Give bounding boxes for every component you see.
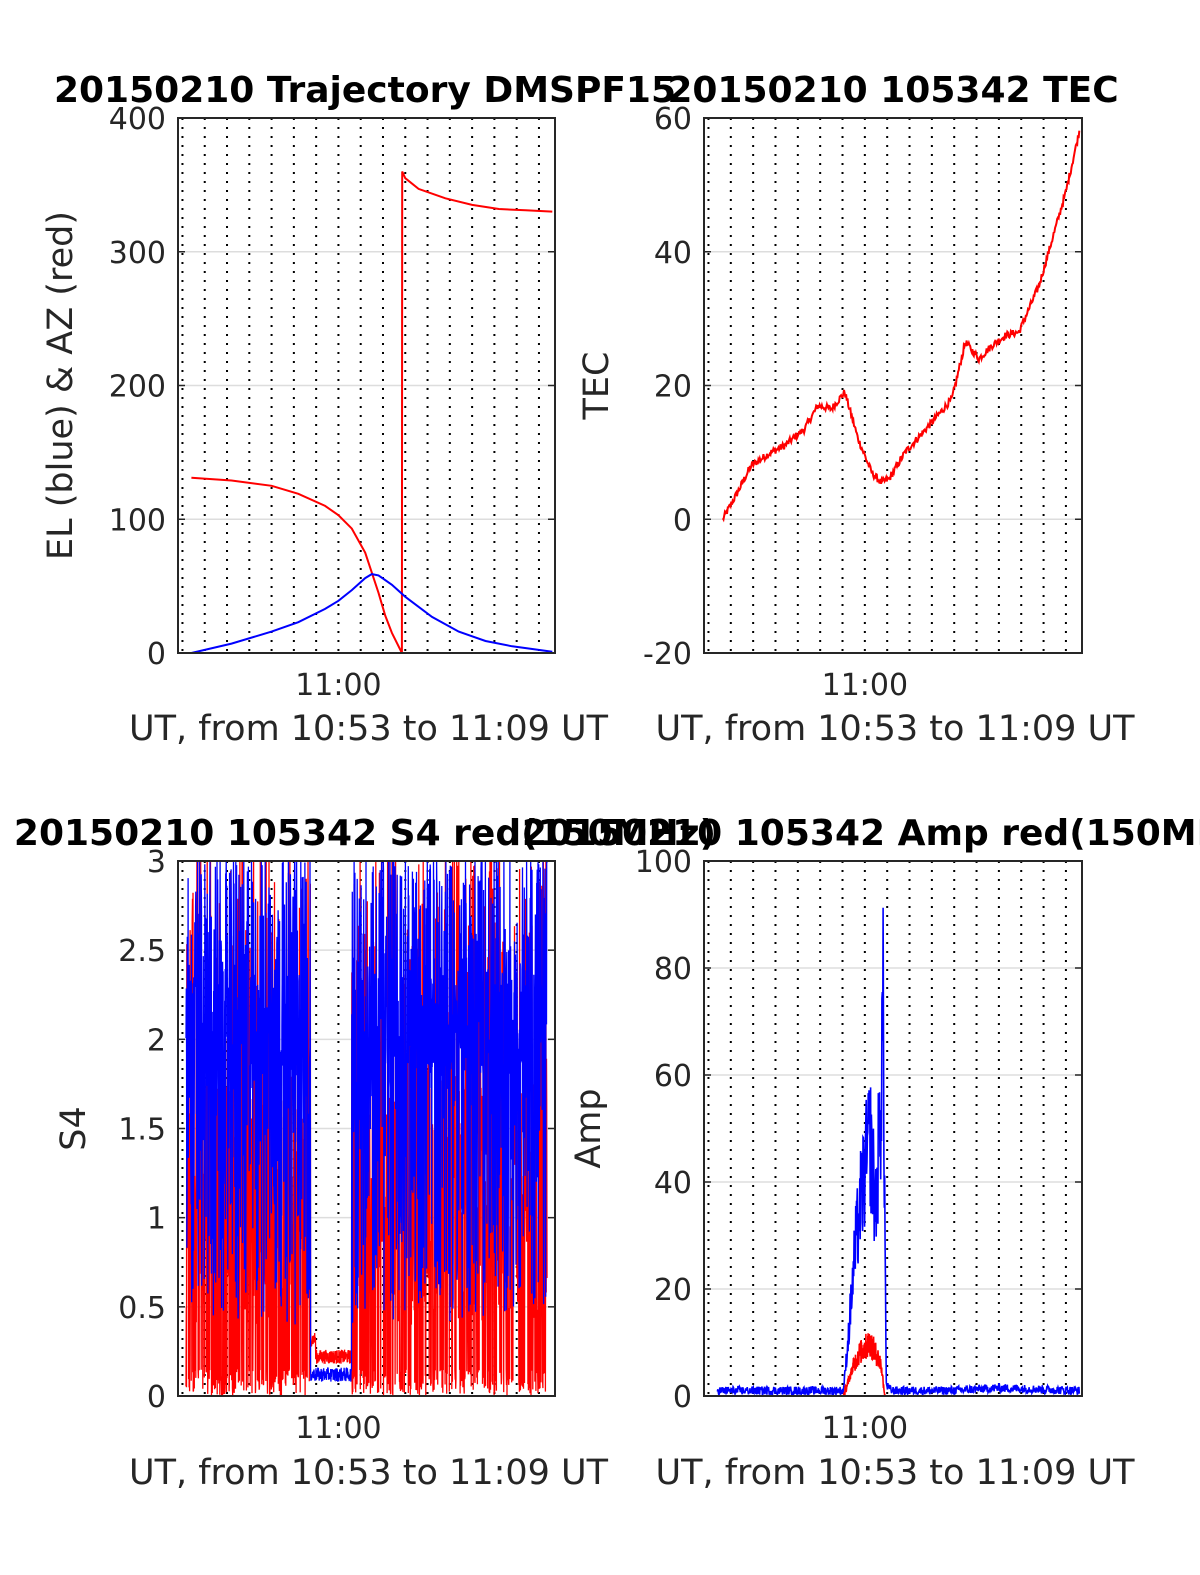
y-tick-label: 60 bbox=[654, 1059, 692, 1094]
series-group bbox=[191, 171, 553, 653]
y-tick-label: 20 bbox=[654, 370, 692, 405]
y-tick-label: 400 bbox=[109, 102, 166, 137]
y-tick-label: 40 bbox=[654, 236, 692, 271]
series-group bbox=[185, 861, 548, 1396]
series-line-az bbox=[191, 171, 553, 653]
axes-frame bbox=[703, 860, 1083, 1397]
subplot-tec: -20 0 20 40 60 11:00 UT, from 10:53 to 11:09 U… bbox=[577, 70, 1135, 749]
x-axis-label: UT, from 10:53 to 11:09 UT bbox=[129, 709, 609, 749]
series-line-red bbox=[842, 1333, 886, 1396]
subplot-trajectory: 0 100 200 300 400 11:00 UT, from 10:53 to 11:0… bbox=[41, 70, 676, 749]
y-tick-label: 1.5 bbox=[118, 1113, 166, 1148]
y-tick-label: 3 bbox=[147, 845, 166, 880]
series-group bbox=[716, 907, 1081, 1396]
y-axis-label: Amp bbox=[569, 1088, 609, 1168]
y-tick-label: 1 bbox=[147, 1202, 166, 1237]
y-tick-label: -20 bbox=[643, 637, 692, 672]
x-axis-label: UT, from 10:53 to 11:09 UT bbox=[129, 1453, 609, 1493]
y-tick-label: 0 bbox=[673, 1380, 692, 1415]
y-axis-label: EL (blue) & AZ (red) bbox=[41, 211, 81, 560]
y-axis-label: TEC bbox=[577, 352, 617, 421]
y-tick-label: 0 bbox=[673, 503, 692, 538]
series-line-tec bbox=[721, 130, 1081, 523]
y-tick-label: 100 bbox=[109, 503, 166, 538]
y-tick-label: 300 bbox=[109, 236, 166, 271]
y-tick-label: 0.5 bbox=[118, 1291, 166, 1326]
x-tick-label: 11:00 bbox=[295, 668, 381, 703]
chart-title: 20150210 Trajectory DMSPF15 bbox=[54, 70, 676, 111]
y-tick-label: 0 bbox=[147, 1380, 166, 1415]
y-tick-label: 2 bbox=[147, 1023, 166, 1058]
chart-title: 20150210 105342 S4 red(150MHz) bbox=[14, 813, 716, 854]
chart-title: 20150210 105342 TEC bbox=[667, 70, 1118, 111]
series-line-el bbox=[191, 573, 553, 653]
subplot-amp: 0 20 40 60 80 100 11:00 UT, from 10:53 to 11:09… bbox=[522, 813, 1200, 1493]
y-tick-label: 100 bbox=[635, 845, 692, 880]
y-tick-label: 200 bbox=[109, 370, 166, 405]
y-tick-label: 60 bbox=[654, 102, 692, 137]
y-tick-label: 0 bbox=[147, 637, 166, 672]
x-tick-label: 11:00 bbox=[822, 668, 908, 703]
x-axis-label: UT, from 10:53 to 11:09 UT bbox=[655, 709, 1135, 749]
y-tick-label: 20 bbox=[654, 1273, 692, 1308]
x-tick-label: 11:00 bbox=[822, 1411, 908, 1446]
x-axis-label: UT, from 10:53 to 11:09 UT bbox=[655, 1453, 1135, 1493]
y-axis-label: S4 bbox=[54, 1106, 94, 1151]
y-tick-label: 80 bbox=[654, 952, 692, 987]
x-tick-label: 11:00 bbox=[295, 1411, 381, 1446]
series-group bbox=[721, 130, 1081, 523]
series-line-blue bbox=[185, 861, 548, 1383]
series-line-blue bbox=[716, 907, 1081, 1396]
subplot-s4: 0 0.5 1 1.5 2 2.5 3 11:00 UT, from 10:53 to 11:0… bbox=[14, 813, 716, 1493]
y-tick-label: 2.5 bbox=[118, 934, 166, 969]
y-tick-label: 40 bbox=[654, 1166, 692, 1201]
chart-title: 20150210 105342 Amp red(150MHz) bbox=[522, 813, 1200, 854]
